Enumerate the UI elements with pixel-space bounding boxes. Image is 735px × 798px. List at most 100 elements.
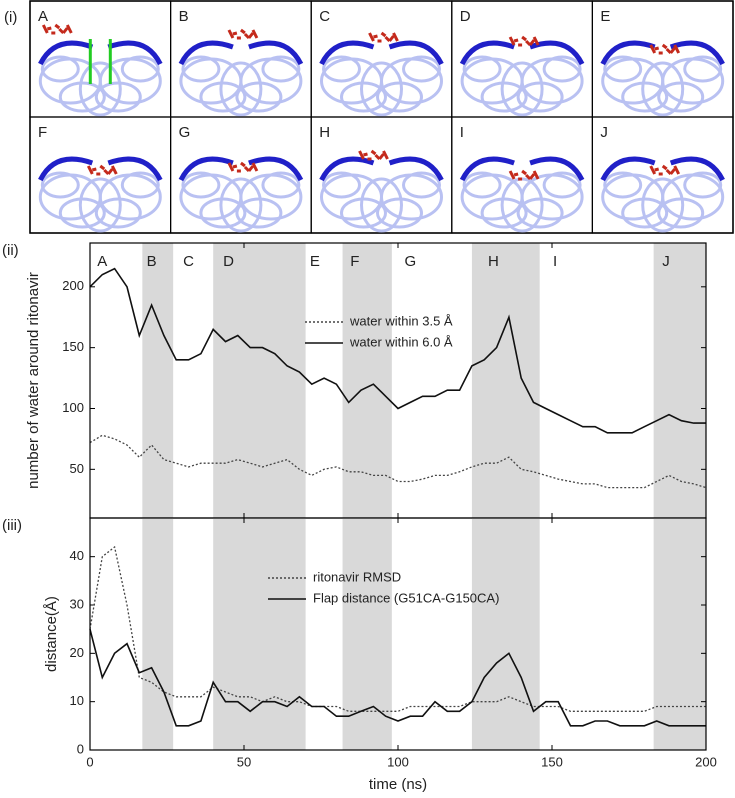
- flap: [459, 156, 515, 182]
- flap: [529, 156, 585, 182]
- ligand: [528, 173, 536, 180]
- protein-body: [500, 61, 544, 117]
- ligand: [649, 165, 657, 175]
- ligand: [86, 165, 94, 175]
- protein-body: [261, 55, 301, 83]
- ligand: [669, 168, 676, 175]
- protein-body: [120, 171, 160, 199]
- ligand: [532, 36, 540, 46]
- y-tick-label: 30: [70, 596, 84, 611]
- frame-label: C: [319, 8, 330, 25]
- shaded-region: [653, 243, 706, 518]
- protein-body: [603, 55, 643, 83]
- protein-body: [181, 55, 221, 83]
- ligand: [107, 168, 114, 175]
- ligand: [513, 172, 519, 177]
- ligand: [41, 24, 49, 34]
- flap: [107, 40, 163, 66]
- ligand: [673, 165, 681, 175]
- x-tick-label: 50: [237, 754, 251, 769]
- protein: [178, 28, 304, 117]
- ligand: [521, 35, 527, 42]
- phase-label: I: [553, 253, 557, 270]
- structure-cell: [591, 116, 734, 234]
- ligand: [673, 44, 681, 54]
- ligand: [227, 29, 235, 39]
- ligand: [508, 170, 516, 180]
- panel-label: (i): [4, 9, 17, 26]
- shaded-region: [213, 518, 306, 750]
- protein-body: [181, 171, 221, 199]
- protein: [319, 31, 444, 117]
- y-tick-label: 10: [70, 693, 84, 708]
- y-axis-label: distance(Å): [43, 596, 60, 672]
- protein: [178, 156, 304, 233]
- ligand: [368, 32, 375, 42]
- ligand: [99, 164, 106, 171]
- data-line: [89, 267, 706, 434]
- shaded-region: [471, 518, 540, 750]
- frame-label: H: [319, 124, 330, 141]
- protein: [600, 40, 725, 117]
- ligand: [392, 32, 399, 42]
- flap: [248, 40, 304, 66]
- phase-label: B: [147, 253, 157, 270]
- phase-label: D: [223, 253, 234, 270]
- frame-label: E: [600, 8, 610, 25]
- ligand: [370, 149, 377, 156]
- legend-label: ritonavir RMSD: [313, 569, 401, 584]
- ligand: [65, 24, 73, 34]
- protein-body: [542, 55, 582, 83]
- ligand: [232, 164, 238, 169]
- y-axis-label: number of water around ritonavir: [25, 272, 42, 489]
- flap: [388, 40, 444, 66]
- flap: [178, 40, 234, 66]
- protein-body: [402, 171, 441, 199]
- protein-body: [219, 61, 263, 117]
- ligand: [91, 167, 97, 172]
- frame-label: J: [600, 124, 608, 141]
- frame-label: B: [179, 8, 189, 25]
- phase-label: A: [97, 253, 107, 270]
- phase-label: H: [488, 253, 499, 270]
- ligand: [227, 162, 235, 172]
- ligand: [513, 38, 519, 43]
- protein-body: [683, 55, 723, 83]
- ligand: [358, 150, 365, 160]
- phase-label: C: [183, 253, 194, 270]
- protein-body: [360, 177, 403, 233]
- flap: [38, 40, 94, 66]
- frame-label: D: [460, 8, 471, 25]
- ligand: [521, 169, 527, 176]
- ligand: [388, 35, 395, 42]
- ligand: [528, 39, 536, 46]
- ligand: [654, 167, 660, 172]
- protein-body: [641, 61, 685, 117]
- shaded-region: [653, 518, 706, 750]
- ligand: [239, 28, 246, 35]
- ligand: [54, 23, 61, 30]
- ligand: [247, 165, 255, 172]
- protein-body: [40, 171, 80, 199]
- ligand: [532, 170, 540, 180]
- data-line: [89, 434, 707, 489]
- ligand: [654, 46, 660, 51]
- flap: [319, 40, 375, 66]
- shaded-region: [142, 518, 174, 750]
- protein-body: [261, 171, 301, 199]
- protein-body: [322, 171, 361, 199]
- flap: [107, 156, 163, 182]
- legend-label: Flap distance (G51CA-G150CA): [313, 590, 499, 605]
- panel-label: (iii): [2, 517, 22, 534]
- ligand: [508, 36, 516, 46]
- flap: [388, 156, 444, 182]
- x-tick-label: 200: [695, 754, 717, 769]
- flap: [669, 40, 725, 66]
- legend-label: water within 6.0 Å: [349, 334, 453, 349]
- y-tick-label: 100: [62, 400, 84, 415]
- ligand: [251, 162, 259, 172]
- x-tick-label: 0: [86, 754, 93, 769]
- protein-body: [78, 61, 122, 117]
- legend-label: water within 3.5 Å: [349, 313, 453, 328]
- ligand: [378, 153, 385, 160]
